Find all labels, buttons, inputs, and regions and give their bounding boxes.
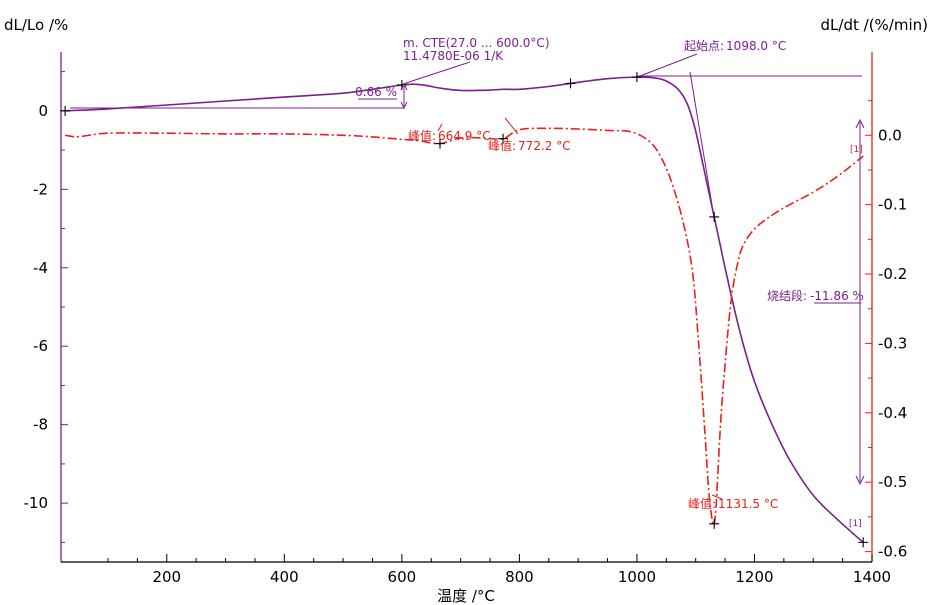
left-tick-label: -4 <box>33 259 48 277</box>
left-tick-label: -2 <box>33 180 48 198</box>
right-tick-label: -0.4 <box>878 404 907 422</box>
peak3-label: 峰值: 1131.5 °C <box>688 496 778 511</box>
right-tick-label: -0.1 <box>878 196 907 214</box>
crosshair-marker <box>434 138 445 149</box>
left-tick-label: -6 <box>33 337 48 355</box>
onset-label: 起始点: 1098.0 °C <box>684 39 786 53</box>
x-tick-label: 800 <box>505 568 534 586</box>
left-tick-label: -8 <box>33 416 48 434</box>
segment-tag-bottom: [1] <box>849 519 862 529</box>
crosshair-marker <box>498 133 509 144</box>
x-tick-label: 1400 <box>853 568 891 586</box>
segment-tag-top: [1] <box>850 145 863 155</box>
sinter-arrow-head-top <box>855 118 865 129</box>
x-tick-label: 1000 <box>618 568 656 586</box>
right-tick-label: -0.3 <box>878 334 907 352</box>
right-tick-label: -0.2 <box>878 265 907 283</box>
x-axis-title: 温度 /°C <box>437 587 495 605</box>
right-tick-label: -0.6 <box>878 543 907 561</box>
onset-tangent-line <box>689 71 713 206</box>
x-tick-label: 400 <box>270 568 299 586</box>
x-tick-label: 200 <box>152 568 181 586</box>
right-tick-label: 0.0 <box>878 126 902 144</box>
series-line-dl-dt <box>64 127 864 527</box>
series-line-dl-lo <box>65 76 864 543</box>
left-axis-title: dL/Lo /% <box>4 16 68 34</box>
crosshair-marker <box>60 105 71 116</box>
left-tick-label: 0 <box>38 102 48 120</box>
cte-label-line2: 11.4780E-06 1/K <box>403 49 504 63</box>
right-tick-label: -0.5 <box>878 473 907 491</box>
peak2-leader <box>504 117 519 135</box>
onset-leader-line <box>639 53 698 77</box>
crosshair-marker <box>709 518 720 529</box>
crosshair-marker <box>631 72 642 83</box>
left-tick-label: -10 <box>24 494 49 512</box>
sinter-arrow-head-bottom <box>855 475 865 486</box>
cte-label-line1: m. CTE(27.0 ... 600.0°C) <box>403 36 550 50</box>
step-arrow-head-top <box>400 82 408 91</box>
crosshair-marker <box>709 211 720 222</box>
step-value-label: 0.66 % <box>355 85 397 99</box>
crosshair-marker <box>858 537 869 548</box>
step-arrow-head-bottom <box>400 101 408 110</box>
peak1-label: 峰值: 664.9 °C <box>408 128 491 143</box>
peak3-leader <box>711 494 723 500</box>
peak1-leader <box>437 123 443 132</box>
sinter-label: 烧结段: -11.86 % <box>767 288 864 303</box>
cte-leader-line <box>402 61 471 85</box>
x-tick-label: 600 <box>388 568 417 586</box>
crosshair-marker <box>565 78 576 89</box>
right-axis-title: dL/dt /(%/min) <box>821 16 928 34</box>
x-tick-label: 1200 <box>735 568 773 586</box>
peak2-label: 峰值: 772.2 °C <box>488 138 571 153</box>
